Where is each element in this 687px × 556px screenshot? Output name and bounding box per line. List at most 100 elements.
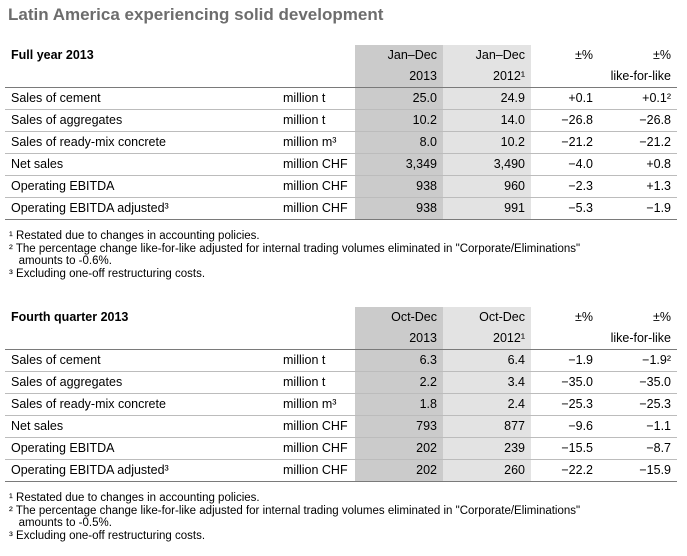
footnote: ¹ Restated due to changes in accounting …	[9, 230, 260, 242]
row-current-value: 938	[355, 175, 443, 198]
row-current-value: 8.0	[355, 131, 443, 154]
row-unit: million m³	[277, 393, 355, 416]
lfl-change-header: ±%	[653, 310, 671, 324]
lfl-change-header: ±%	[653, 48, 671, 62]
row-lfl-change: −26.8	[599, 109, 677, 132]
row-label: Sales of cement	[5, 349, 277, 372]
row-label: Operating EBITDA	[5, 175, 277, 198]
row-unit: million CHF	[277, 153, 355, 176]
row-current-value: 3,349	[355, 153, 443, 176]
footnote: ² The percentage change like-for-like ad…	[9, 242, 581, 255]
row-label: Sales of aggregates	[5, 371, 277, 394]
row-current-value: 10.2	[355, 109, 443, 132]
row-previous-value: 239	[443, 437, 531, 460]
row-pct-change: −5.3	[531, 197, 599, 220]
unit-header	[277, 45, 355, 66]
row-label: Sales of aggregates	[5, 109, 277, 132]
row-lfl-change: +1.3	[599, 175, 677, 198]
table-subheader-row: 2013 2012¹ like-for-like	[5, 66, 677, 88]
fourth-quarter-table: Fourth quarter 2013 Oct-Dec Oct-Dec ±% ±…	[5, 307, 677, 482]
table-subheader-row: 2013 2012¹ like-for-like	[5, 328, 677, 350]
row-unit: million CHF	[277, 197, 355, 220]
row-lfl-change: +0.8	[599, 153, 677, 176]
table-heading: Fourth quarter 2013	[11, 310, 129, 324]
table-row: Net sales million CHF 793 877 −9.6 −1.1	[5, 415, 677, 438]
row-previous-value: 6.4	[443, 349, 531, 372]
previous-year-label: 2012¹	[443, 328, 531, 350]
table-heading: Full year 2013	[11, 48, 94, 62]
pct-change-header: ±%	[575, 48, 593, 62]
row-label: Sales of ready-mix concrete	[5, 131, 277, 154]
row-pct-change: −2.3	[531, 175, 599, 198]
row-label: Operating EBITDA	[5, 437, 277, 460]
row-unit: million t	[277, 371, 355, 394]
lfl-label: like-for-like	[599, 66, 677, 88]
table-row: Net sales million CHF 3,349 3,490 −4.0 +…	[5, 153, 677, 176]
footnote: amounts to -0.6%.	[9, 255, 112, 267]
full-year-table: Full year 2013 Jan–Dec Jan–Dec ±% ±% 201…	[5, 45, 677, 220]
row-label: Sales of cement	[5, 87, 277, 110]
table-row: Sales of ready-mix concrete million m³ 8…	[5, 131, 677, 154]
table-row: Sales of aggregates million t 2.2 3.4 −3…	[5, 371, 677, 394]
row-current-value: 25.0	[355, 87, 443, 110]
row-previous-value: 260	[443, 459, 531, 482]
row-lfl-change: −35.0	[599, 371, 677, 394]
current-year-label: 2013	[355, 66, 443, 88]
row-unit: million CHF	[277, 175, 355, 198]
row-previous-value: 877	[443, 415, 531, 438]
row-lfl-change: −1.9	[599, 197, 677, 220]
table-row: Sales of ready-mix concrete million m³ 1…	[5, 393, 677, 416]
row-label: Operating EBITDA adjusted³	[5, 459, 277, 482]
row-lfl-change: −1.9²	[599, 349, 677, 372]
row-label: Net sales	[5, 415, 277, 438]
table-header-row: Fourth quarter 2013 Oct-Dec Oct-Dec ±% ±…	[5, 307, 677, 328]
footnote: ³ Excluding one-off restructuring costs.	[9, 529, 206, 542]
table-row: Sales of aggregates million t 10.2 14.0 …	[5, 109, 677, 132]
row-current-value: 6.3	[355, 349, 443, 372]
row-label: Operating EBITDA adjusted³	[5, 197, 277, 220]
row-unit: million t	[277, 109, 355, 132]
row-current-value: 938	[355, 197, 443, 220]
footnote: amounts to -0.5%.	[9, 517, 112, 529]
current-year-label: 2013	[355, 328, 443, 350]
lfl-label: like-for-like	[599, 328, 677, 350]
row-pct-change: −21.2	[531, 131, 599, 154]
row-label: Net sales	[5, 153, 277, 176]
row-pct-change: −22.2	[531, 459, 599, 482]
current-period-header: Jan–Dec	[355, 45, 443, 66]
row-pct-change: −1.9	[531, 349, 599, 372]
pct-change-header: ±%	[575, 310, 593, 324]
row-previous-value: 960	[443, 175, 531, 198]
unit-header	[277, 307, 355, 328]
previous-year-label: 2012¹	[443, 66, 531, 88]
table-row: Operating EBITDA million CHF 202 239 −15…	[5, 437, 677, 460]
table-row: Operating EBITDA million CHF 938 960 −2.…	[5, 175, 677, 198]
row-pct-change: −9.6	[531, 415, 599, 438]
fourth-quarter-footnotes: ¹ Restated due to changes in accounting …	[9, 492, 679, 542]
row-unit: million CHF	[277, 437, 355, 460]
row-lfl-change: −25.3	[599, 393, 677, 416]
row-lfl-change: +0.1²	[599, 87, 677, 110]
table-row: Sales of cement million t 6.3 6.4 −1.9 −…	[5, 349, 677, 372]
footnote: ² The percentage change like-for-like ad…	[9, 504, 581, 517]
row-lfl-change: −1.1	[599, 415, 677, 438]
row-pct-change: −35.0	[531, 371, 599, 394]
table-row: Operating EBITDA adjusted³ million CHF 9…	[5, 197, 677, 220]
row-current-value: 793	[355, 415, 443, 438]
row-lfl-change: −21.2	[599, 131, 677, 154]
row-pct-change: −26.8	[531, 109, 599, 132]
row-unit: million CHF	[277, 459, 355, 482]
row-previous-value: 991	[443, 197, 531, 220]
row-previous-value: 2.4	[443, 393, 531, 416]
row-previous-value: 3.4	[443, 371, 531, 394]
footnote: ¹ Restated due to changes in accounting …	[9, 492, 260, 504]
row-previous-value: 14.0	[443, 109, 531, 132]
row-current-value: 202	[355, 459, 443, 482]
row-label: Sales of ready-mix concrete	[5, 393, 277, 416]
row-previous-value: 10.2	[443, 131, 531, 154]
row-pct-change: +0.1	[531, 87, 599, 110]
row-lfl-change: −8.7	[599, 437, 677, 460]
row-pct-change: −25.3	[531, 393, 599, 416]
row-unit: million t	[277, 87, 355, 110]
row-lfl-change: −15.9	[599, 459, 677, 482]
